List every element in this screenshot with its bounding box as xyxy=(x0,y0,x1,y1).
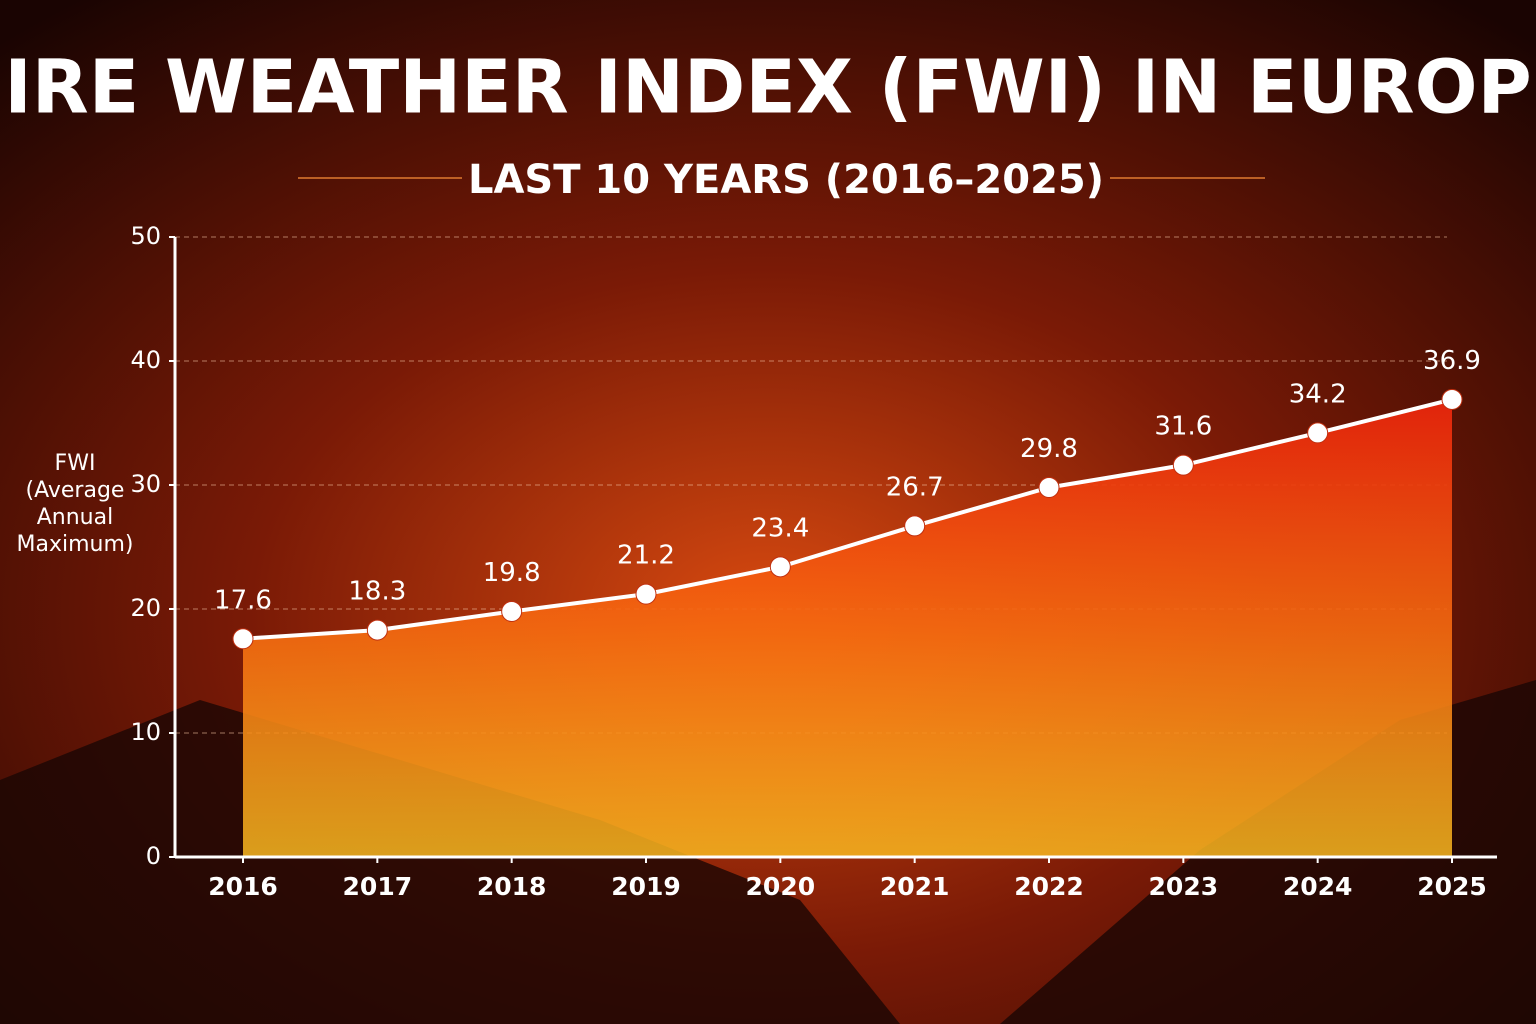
x-tick-label: 2025 xyxy=(1417,872,1487,901)
data-label: 18.3 xyxy=(348,577,406,607)
data-label: 21.2 xyxy=(617,541,675,571)
point xyxy=(904,515,926,537)
y-tick-label: 30 xyxy=(130,470,161,498)
point xyxy=(769,556,791,578)
area xyxy=(243,399,1452,857)
chart-title: FIRE WEATHER INDEX (FWI) IN EUROPE xyxy=(0,45,1536,131)
x-tick-label: 2019 xyxy=(611,872,681,901)
line xyxy=(242,397,1453,641)
hill-silhouette xyxy=(0,700,900,1024)
data-label: 19.8 xyxy=(483,558,541,588)
data-label: 17.6 xyxy=(214,585,272,615)
x-tick-label: 2017 xyxy=(343,872,413,901)
data-label: 31.6 xyxy=(1154,412,1212,442)
y-axis-label: FWI (Average Annual Maximum) xyxy=(16,451,134,557)
point xyxy=(501,600,523,622)
data-label: 34.2 xyxy=(1289,379,1347,409)
y-tick-label: 50 xyxy=(130,222,161,250)
x-tick-label: 2021 xyxy=(880,872,950,901)
point xyxy=(366,619,388,641)
y-tick-label: 10 xyxy=(130,718,161,746)
x-tick-label: 2020 xyxy=(746,872,816,901)
point xyxy=(1307,422,1329,444)
y-tick-label: 20 xyxy=(130,594,161,622)
plot: 0 10 20 30 40 50 17.6 18.3 19.8 21.2 23.4 26.7 29.8 3… xyxy=(130,222,1497,901)
data-label: 23.4 xyxy=(751,513,809,543)
point xyxy=(232,628,254,650)
point xyxy=(1172,454,1194,476)
chart-subtitle: LAST 10 YEARS (2016–2025) xyxy=(468,157,1104,203)
x-tick-label: 2023 xyxy=(1149,872,1219,901)
y-tick-label: 0 xyxy=(146,842,161,870)
data-label: 36.9 xyxy=(1423,346,1481,376)
x-tick-label: 2024 xyxy=(1283,872,1353,901)
data-label: 26.7 xyxy=(886,472,944,502)
data-label: 29.8 xyxy=(1020,434,1078,464)
x-tick-label: 2022 xyxy=(1014,872,1084,901)
y-tick-label: 40 xyxy=(130,346,161,374)
point xyxy=(1441,388,1463,410)
x-tick-label: 2016 xyxy=(208,872,278,901)
x-tick-label: 2018 xyxy=(477,872,547,901)
point xyxy=(635,583,657,605)
point xyxy=(1038,476,1060,498)
